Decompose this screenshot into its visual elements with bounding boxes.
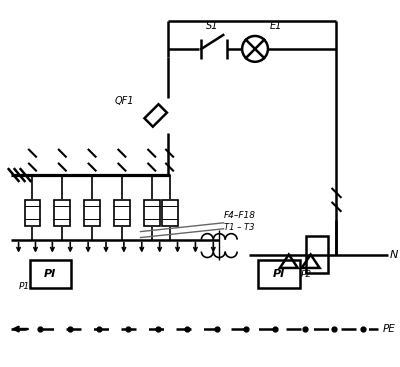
Bar (30, 261, 71, 288)
Text: F4–F18: F4–F18 (224, 211, 256, 220)
Bar (84, 200, 100, 226)
Bar (258, 261, 300, 288)
Text: QF1: QF1 (114, 95, 134, 105)
Bar (144, 200, 160, 226)
Text: PI: PI (44, 269, 56, 279)
Text: P2: P2 (301, 270, 312, 279)
Bar (144, 104, 167, 127)
Text: PI: PI (273, 269, 285, 279)
Text: S1: S1 (206, 21, 218, 31)
Text: P1: P1 (18, 282, 30, 291)
Bar (162, 200, 178, 226)
Bar (24, 200, 40, 226)
Bar (54, 200, 70, 226)
Text: N: N (390, 250, 398, 259)
Text: T1 – T3: T1 – T3 (224, 223, 255, 232)
Bar (114, 200, 130, 226)
Text: PE: PE (383, 324, 396, 334)
Bar (306, 236, 328, 273)
Text: E1: E1 (270, 21, 282, 31)
